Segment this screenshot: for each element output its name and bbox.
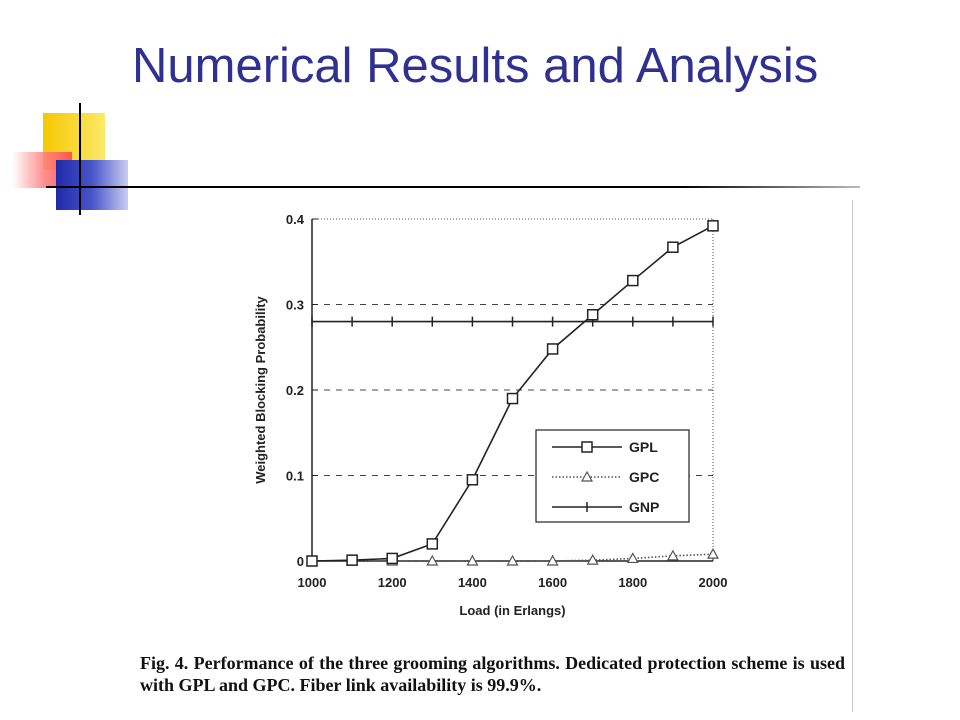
data-point-gpc: [586, 553, 599, 565]
y-tick-label: 0.3: [286, 298, 304, 313]
data-point-gpc: [706, 547, 720, 559]
y-tick-label: 0.1: [286, 469, 304, 484]
data-point-gpl: [506, 392, 519, 405]
decor-blue-square: [56, 160, 128, 210]
data-point-gpl: [466, 474, 479, 486]
x-axis-label: Load (in Erlangs): [459, 603, 565, 618]
x-tick-label: 1400: [458, 575, 487, 590]
figure-caption: Fig. 4. Performance of the three groomin…: [140, 653, 845, 695]
series-gpl: [306, 220, 719, 567]
x-tick-label: 1000: [298, 575, 327, 590]
y-tick-label: 0.2: [286, 383, 304, 398]
data-point-gpc: [546, 554, 559, 566]
data-point-gpc: [426, 554, 439, 566]
data-point-gpl: [546, 343, 559, 355]
data-point-gpc: [666, 549, 679, 561]
data-point-gpl: [707, 220, 719, 232]
data-point-gpl: [586, 309, 599, 321]
legend-label-gpl: GPL: [629, 439, 658, 455]
series-gnp: [311, 316, 714, 327]
data-point-gpc: [466, 554, 479, 566]
data-point-gpl: [627, 274, 639, 287]
decor-vertical-line: [79, 103, 81, 215]
y-axis-label: Weighted Blocking Probability: [253, 295, 268, 483]
x-tick-label: 1800: [618, 575, 647, 590]
data-point-gpc: [506, 554, 519, 566]
legend: GPL GPC GNP: [535, 429, 690, 523]
x-tick-label: 2000: [699, 575, 728, 590]
blocking-probability-chart: 0 0.1 0.2 0.3 0.4 1000 1200 1400 1600 1800 2000 Loa…: [253, 212, 728, 618]
legend-marker-gpl: [581, 441, 593, 453]
y-tick-label: 0: [297, 554, 304, 569]
series-gpc: [305, 547, 720, 566]
title-underline: [46, 186, 860, 188]
x-tick-label: 1600: [538, 575, 567, 590]
y-tick-label: 0.4: [286, 212, 305, 227]
legend-marker-gpc: [580, 470, 594, 482]
data-point-gpl: [346, 554, 358, 566]
data-point-gpc: [626, 552, 639, 564]
figure: 0 0.1 0.2 0.3 0.4 1000 1200 1400 1600 1800 2000 Loa…: [132, 200, 853, 712]
legend-label-gpc: GPC: [629, 469, 659, 485]
legend-label-gnp: GNP: [629, 499, 659, 515]
data-point-gpl: [426, 538, 439, 550]
slide-title: Numerical Results and Analysis: [132, 39, 819, 93]
data-point-gpl: [667, 241, 679, 253]
legend-box: [535, 429, 690, 523]
data-point-gpl: [386, 552, 398, 565]
x-tick-label: 1200: [378, 575, 407, 590]
data-point-gpl: [306, 555, 318, 567]
